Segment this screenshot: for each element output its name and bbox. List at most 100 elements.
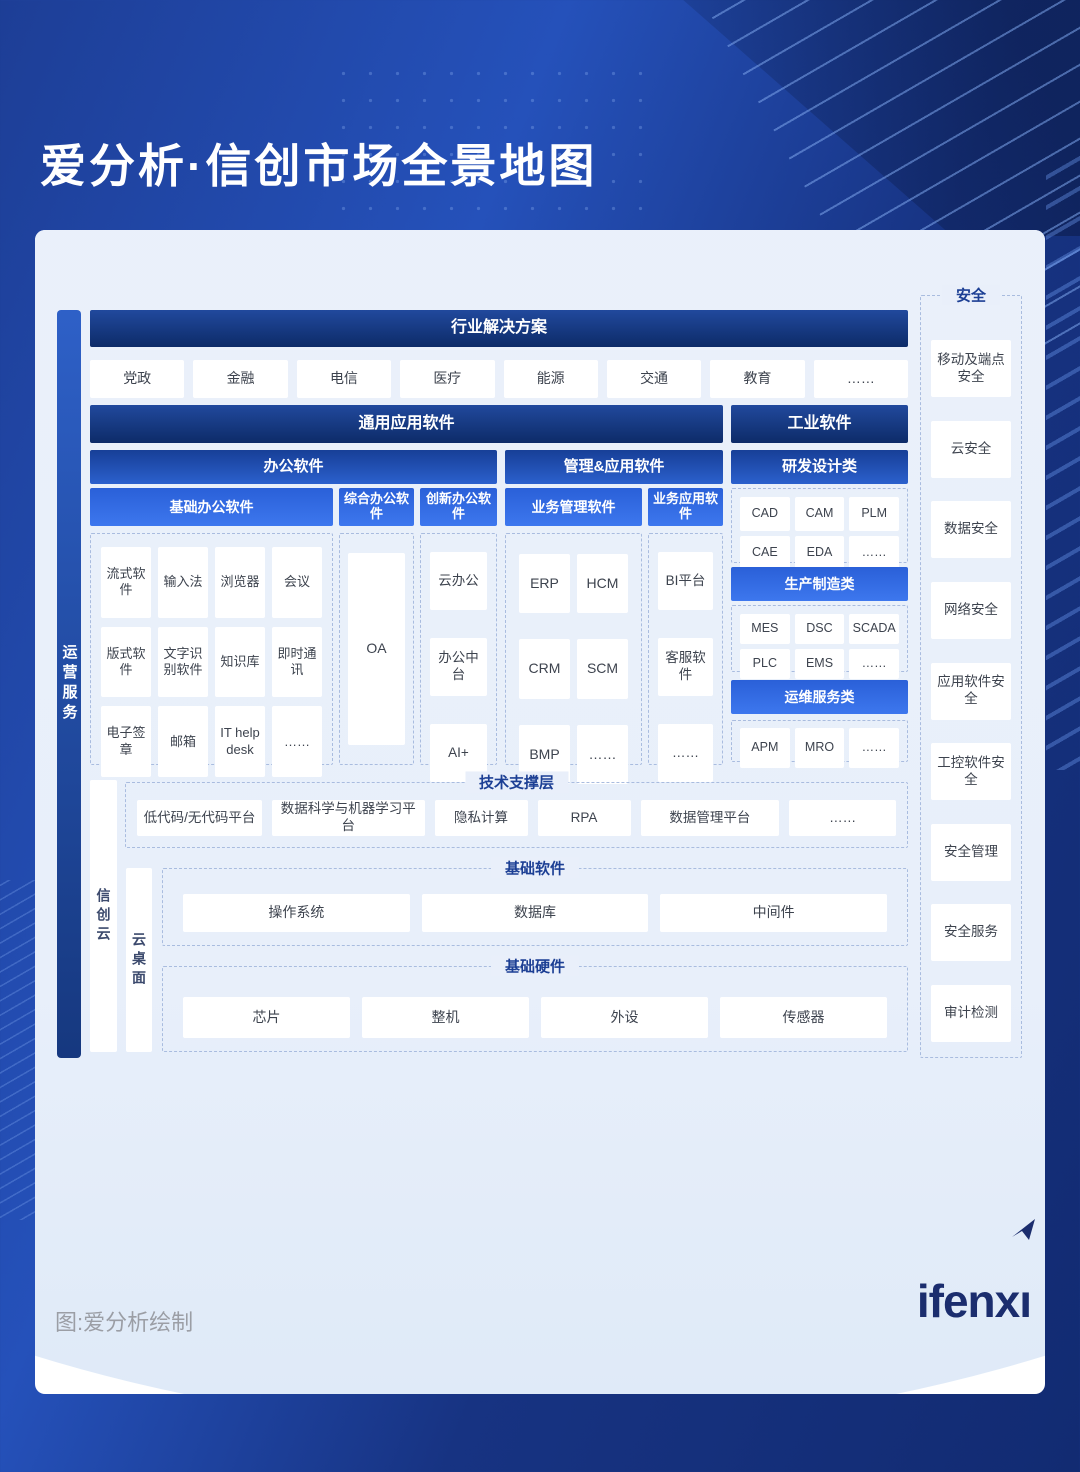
software-item: 输入法 xyxy=(158,547,208,618)
security-item: 审计检测 xyxy=(931,985,1011,1042)
cloud-desktop-column: 云桌面 xyxy=(126,868,152,1052)
rd-design-box: CAD CAM PLM CAE EDA …… xyxy=(731,488,908,570)
industry-solutions-header: 行业解决方案 xyxy=(90,310,908,347)
ifenxi-logo: ifenxı xyxy=(916,1219,1035,1327)
software-item: CAE xyxy=(740,536,790,570)
software-item: 数据科学与机器学习平台 xyxy=(272,800,425,836)
industry-item: 党政 xyxy=(90,360,185,398)
software-item: PLC xyxy=(740,649,790,679)
software-item: …… xyxy=(658,724,713,782)
software-item: MRO xyxy=(794,728,845,768)
base-software-title: 基础软件 xyxy=(490,857,580,879)
deco-dark-band-top-right xyxy=(683,0,1080,236)
logo-last-letter: ı xyxy=(1012,1219,1035,1327)
business-management-header: 业务管理软件 xyxy=(505,488,642,526)
software-item: EMS xyxy=(794,649,845,679)
tech-support-box: 技术支撑层 低代码/无代码平台 数据科学与机器学习平台 隐私计算 RPA 数据管… xyxy=(125,771,908,848)
software-item: 隐私计算 xyxy=(434,800,528,836)
industry-item: …… xyxy=(813,360,908,398)
logo-text: ifenx xyxy=(916,1275,1020,1327)
software-item: …… xyxy=(849,649,899,679)
base-software-box: 基础软件 操作系统 数据库 中间件 xyxy=(162,857,908,946)
software-item: 邮箱 xyxy=(158,706,208,777)
base-hardware-title: 基础硬件 xyxy=(490,955,580,977)
business-app-box: BI平台 客服软件 …… xyxy=(648,533,723,782)
deco-diagonal-lines-right xyxy=(1046,150,1080,770)
base-hardware-box: 基础硬件 芯片 整机 外设 传感器 xyxy=(162,955,908,1052)
management-app-software-header: 管理&应用软件 xyxy=(505,450,723,484)
software-item: EDA xyxy=(794,536,845,570)
industry-item: 医疗 xyxy=(400,360,495,398)
ops-maintenance-box: APM MRO …… xyxy=(731,720,908,768)
software-item: 浏览器 xyxy=(215,547,265,618)
industry-item: 交通 xyxy=(606,360,702,398)
software-item: 办公中台 xyxy=(430,638,487,696)
software-item: PLM xyxy=(849,497,899,531)
business-app-header: 业务应用软件 xyxy=(648,488,723,526)
software-item: 低代码/无代码平台 xyxy=(137,800,263,836)
software-item: 会议 xyxy=(272,547,322,618)
hardware-item: 外设 xyxy=(541,997,708,1038)
business-management-box: ERP HCM CRM SCM BMP …… xyxy=(505,533,642,784)
tech-support-title: 技术支撑层 xyxy=(464,771,569,793)
base-hardware-row: 芯片 整机 外设 传感器 xyxy=(163,967,907,1051)
logo-arrow-icon xyxy=(1012,1219,1035,1240)
industry-item: 能源 xyxy=(503,360,598,398)
software-item: …… xyxy=(849,728,899,768)
innovative-office-header: 创新办公软件 xyxy=(420,488,497,526)
security-item: 移动及端点安全 xyxy=(931,340,1011,397)
operations-services-bar: 运营服务 xyxy=(57,310,81,1058)
integrated-office-header: 综合办公软件 xyxy=(339,488,414,526)
software-item: 操作系统 xyxy=(183,894,410,932)
software-item: 文字识别软件 xyxy=(158,626,208,698)
manufacturing-header: 生产制造类 xyxy=(731,567,908,601)
industrial-software-header: 工业软件 xyxy=(731,405,908,443)
figure-caption: 图:爱分析绘制 xyxy=(55,1310,194,1335)
page-title: 爱分析·信创市场全景地图 xyxy=(40,140,598,192)
security-item: 应用软件安全 xyxy=(931,662,1011,720)
innovative-office-box: 云办公 办公中台 AI+ xyxy=(420,533,497,782)
software-item: …… xyxy=(272,706,322,777)
software-item: 客服软件 xyxy=(658,638,713,696)
manufacturing-box: MES DSC SCADA PLC EMS …… xyxy=(731,605,908,679)
software-item: CAM xyxy=(794,497,845,531)
software-item: MES xyxy=(740,614,790,644)
security-item: 网络安全 xyxy=(931,581,1011,639)
software-item: OA xyxy=(348,553,405,745)
integrated-office-grid: OA xyxy=(340,534,413,764)
security-item: 云安全 xyxy=(931,420,1011,478)
security-list: 移动及端点安全 云安全 数据安全 网络安全 应用软件安全 工控软件安全 安全管理… xyxy=(921,296,1021,1057)
industry-solutions-row: 党政 金融 电信 医疗 能源 交通 教育 …… xyxy=(90,360,908,398)
ops-maintenance-grid: APM MRO …… xyxy=(732,721,907,775)
software-item: 数据管理平台 xyxy=(640,800,780,836)
security-box: 安全 移动及端点安全 云安全 数据安全 网络安全 应用软件安全 工控软件安全 安… xyxy=(920,284,1022,1058)
software-item: 数据库 xyxy=(421,894,649,932)
software-item: …… xyxy=(789,800,896,836)
rd-design-grid: CAD CAM PLM CAE EDA …… xyxy=(732,489,907,578)
basic-office-box: 流式软件 输入法 浏览器 会议 版式软件 文字识别软件 知识库 即时通讯 电子签… xyxy=(90,533,333,777)
hardware-item: 传感器 xyxy=(720,997,887,1038)
software-item: …… xyxy=(849,536,899,570)
software-item: IT helpdesk xyxy=(215,706,265,777)
ops-maintenance-header: 运维服务类 xyxy=(731,680,908,714)
basic-office-grid: 流式软件 输入法 浏览器 会议 版式软件 文字识别软件 知识库 即时通讯 电子签… xyxy=(91,534,332,790)
industry-item: 金融 xyxy=(193,360,288,398)
business-management-grid: ERP HCM CRM SCM BMP …… xyxy=(506,534,641,804)
software-item: ERP xyxy=(519,554,570,614)
innovative-office-grid: 云办公 办公中台 AI+ xyxy=(421,534,496,800)
software-item: RPA xyxy=(537,800,631,836)
software-item: DSC xyxy=(794,614,845,644)
software-item: 流式软件 xyxy=(101,547,151,618)
general-software-header: 通用应用软件 xyxy=(90,405,723,443)
xinchuang-cloud-column: 信创云 xyxy=(90,780,117,1052)
security-item: 数据安全 xyxy=(931,501,1011,559)
hardware-item: 整机 xyxy=(362,997,529,1038)
software-item: HCM xyxy=(577,554,628,614)
software-item: 版式软件 xyxy=(101,626,151,698)
business-app-grid: BI平台 客服软件 …… xyxy=(649,534,722,800)
rd-design-header: 研发设计类 xyxy=(731,450,908,484)
integrated-office-box: OA xyxy=(339,533,414,765)
software-item: 中间件 xyxy=(660,894,888,932)
software-item: 即时通讯 xyxy=(272,626,322,698)
software-item: APM xyxy=(740,728,790,768)
